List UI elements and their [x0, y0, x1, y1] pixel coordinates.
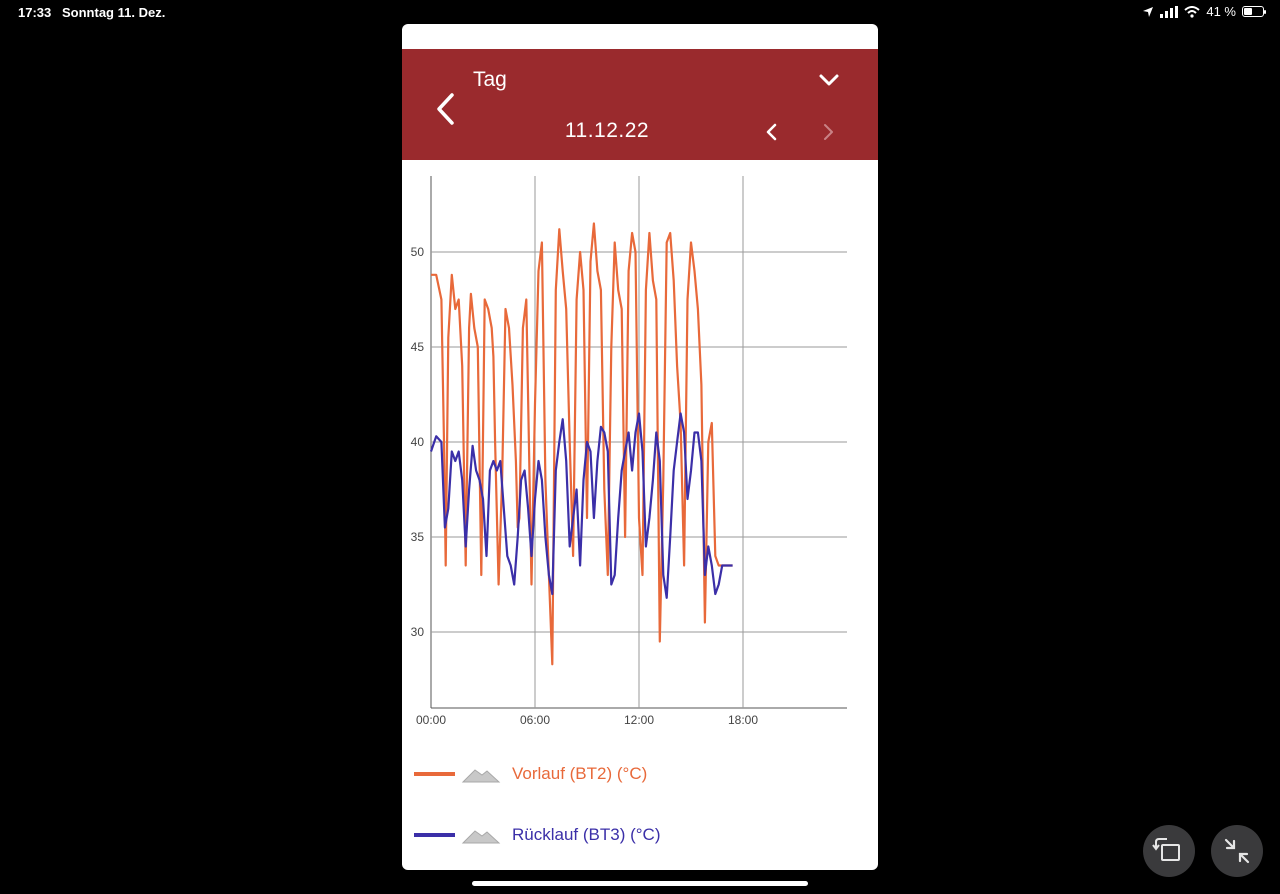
- series-line-ruecklauf: [429, 412, 733, 599]
- legend-label-vorlauf: Vorlauf (BT2) (°C): [512, 764, 648, 783]
- next-day-button[interactable]: [818, 119, 838, 145]
- status-date: Sonntag 11. Dez.: [62, 5, 166, 20]
- y-tick-label: 45: [411, 340, 425, 354]
- header: Tag 11.12.22: [402, 49, 878, 160]
- battery-percentage: 41 %: [1206, 4, 1236, 19]
- legend-swatch-ruecklauf: [414, 833, 455, 837]
- app-window: Tag 11.12.22 30 35 40 45 50 00:00 06:00 12:00 18…: [402, 24, 878, 870]
- y-tick-label: 35: [411, 530, 425, 544]
- header-date: 11.12.22: [564, 119, 650, 142]
- status-right: 41 %: [1142, 4, 1266, 19]
- temperature-chart: 30 35 40 45 50 00:00 06:00 12:00 18:00: [411, 176, 847, 727]
- header-title: Tag: [473, 68, 507, 91]
- series-line-vorlauf: [431, 222, 733, 666]
- y-tick-label: 30: [411, 625, 425, 639]
- battery-icon: [1242, 6, 1266, 17]
- area-chart-icon[interactable]: [461, 764, 501, 784]
- x-tick-label: 18:00: [728, 713, 758, 727]
- shrink-button[interactable]: [1211, 825, 1263, 877]
- y-tick-label: 40: [411, 435, 425, 449]
- shrink-arrows-icon: [1224, 838, 1250, 864]
- y-tick-label: 50: [411, 245, 425, 259]
- legend: Vorlauf (BT2) (°C) Rücklauf (BT3) (°C): [414, 759, 660, 870]
- legend-label-ruecklauf: Rücklauf (BT3) (°C): [512, 825, 661, 844]
- home-indicator[interactable]: [472, 881, 808, 886]
- wifi-icon: [1184, 5, 1201, 18]
- rotate-button[interactable]: [1143, 825, 1195, 877]
- location-icon: [1143, 6, 1154, 17]
- back-button[interactable]: [430, 89, 460, 129]
- legend-swatch-vorlauf: [414, 772, 455, 776]
- cellular-signal-icon: [1160, 5, 1179, 18]
- legend-item-vorlauf[interactable]: Vorlauf (BT2) (°C): [414, 759, 660, 789]
- x-tick-label: 00:00: [416, 713, 446, 727]
- x-tick-label: 12:00: [624, 713, 654, 727]
- status-time: 17:33: [18, 5, 52, 20]
- rotate-window-icon: [1152, 838, 1180, 861]
- x-tick-label: 06:00: [520, 713, 550, 727]
- area-chart-icon[interactable]: [461, 825, 501, 845]
- legend-item-ruecklauf[interactable]: Rücklauf (BT3) (°C): [414, 820, 660, 850]
- status-bar: 17:33 Sonntag 11. Dez. 41 %: [0, 0, 1280, 26]
- prev-day-button[interactable]: [762, 119, 782, 145]
- dropdown-button[interactable]: [816, 69, 842, 91]
